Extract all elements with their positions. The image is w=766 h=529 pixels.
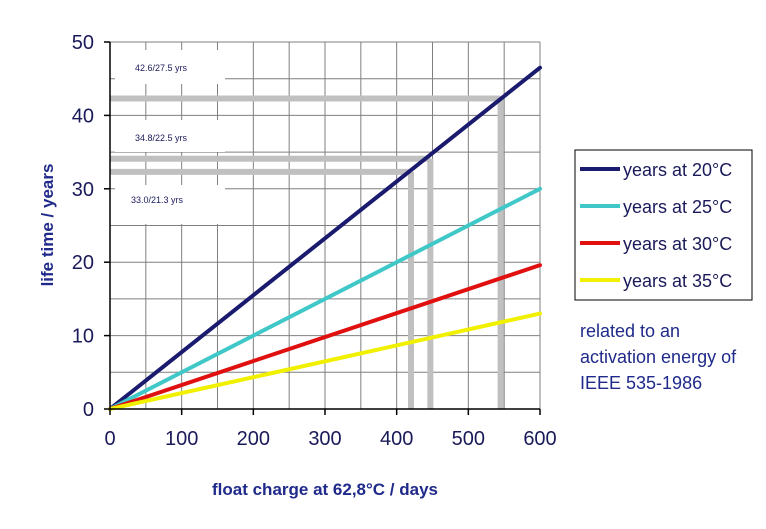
series-lines [108, 65, 542, 411]
legend-label: years at 20°C [623, 160, 732, 180]
legend-label: years at 30°C [623, 234, 732, 254]
x-tick-label: 0 [104, 428, 115, 450]
series-line [108, 263, 542, 411]
x-axis-title: float charge at 62,8°C / days [212, 480, 438, 499]
legend-box [574, 149, 753, 301]
x-tick-label: 400 [380, 428, 413, 450]
legend-label: years at 35°C [623, 271, 732, 291]
series-line [108, 311, 542, 411]
note-line-2: activation energy of [580, 347, 737, 367]
annotation-label: 33.0/21.3 yrs [131, 195, 184, 205]
series-line [108, 65, 542, 411]
annotation-box [115, 185, 225, 224]
y-axis-title: life time / years [38, 164, 57, 287]
x-tick-label: 600 [523, 428, 556, 450]
note-line-3: IEEE 535-1986 [580, 373, 703, 393]
legend-label: years at 25°C [623, 197, 732, 217]
x-tick-label: 200 [237, 428, 270, 450]
y-tick-label: 50 [72, 32, 94, 54]
y-tick-label: 30 [72, 179, 94, 201]
annotation-box [115, 120, 225, 152]
series-line [108, 186, 542, 411]
annotation-box [115, 50, 225, 84]
reference-annotations: 42.6/27.5 yrs 34.8/22.5 yrs 33.0/21.3 yrs [110, 50, 504, 409]
y-tick-label: 10 [72, 326, 94, 348]
annotation-label: 42.6/27.5 yrs [135, 63, 188, 73]
axes: 0 100 200 300 400 500 600 0 10 20 30 40 50 [72, 32, 557, 450]
y-tick-label: 40 [72, 105, 94, 127]
x-tick-label: 500 [452, 428, 485, 450]
activation-energy-note: related to an activation energy of IEEE … [580, 318, 760, 396]
y-tick-label: 0 [83, 399, 94, 421]
annotation-label: 34.8/22.5 yrs [135, 133, 188, 143]
x-tick-label: 100 [165, 428, 198, 450]
legend: years at 20°C years at 25°C years at 30°C y… [574, 149, 753, 301]
note-line-1: related to an [580, 321, 681, 341]
x-tick-label: 300 [308, 428, 341, 450]
y-tick-label: 20 [72, 252, 94, 274]
